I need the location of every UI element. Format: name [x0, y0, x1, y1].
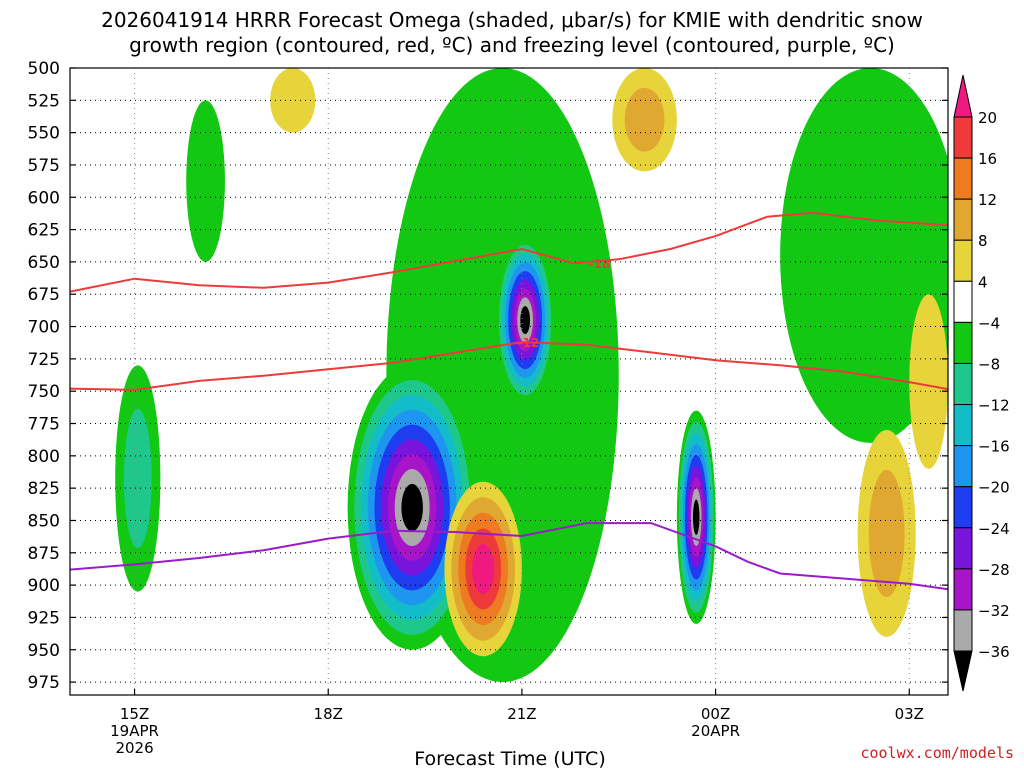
colorbar-label: 16 — [978, 150, 997, 168]
colorbar-label: −4 — [978, 314, 1000, 332]
x-tick-label: 18Z — [314, 705, 343, 723]
colorbar-label: −20 — [978, 479, 1010, 497]
omega-region-ascent-core-lower-left-8 — [401, 483, 423, 532]
colorbar-label: 12 — [978, 191, 997, 209]
contour-line-2 — [70, 522, 948, 591]
colorbar-top-cap — [953, 74, 973, 118]
colorbar-label: −8 — [978, 355, 1000, 373]
y-tick-label: 725 — [28, 350, 60, 370]
contour-label-1: -12 — [518, 336, 540, 350]
x-tick-label: 00Z — [701, 705, 730, 723]
omega-region-ascent-right-band-0 — [780, 68, 948, 443]
y-tick-label: 675 — [28, 285, 60, 305]
y-tick-label: 550 — [28, 124, 60, 144]
omega-region-ascent-core-lower-right-8 — [692, 499, 700, 536]
x-axis-label: Forecast Time (UTC) — [414, 748, 605, 768]
y-tick-label: 975 — [28, 673, 60, 693]
colorbar-bin — [953, 157, 973, 200]
y-tick-label: 625 — [28, 221, 60, 241]
y-tick-label: 650 — [28, 253, 60, 273]
plot-frame — [69, 67, 949, 696]
omega-region-descent-core-low-4 — [472, 544, 495, 594]
y-tick-label: 600 — [28, 188, 60, 208]
colorbar-bin — [953, 568, 973, 611]
x-tick-label: 21Z — [507, 705, 536, 723]
colorbar-label: 4 — [978, 273, 988, 291]
y-tick-label: 700 — [28, 318, 60, 338]
axes: 500 525 550 575 600 625 650 675 700 725 750 775 800 8… — [28, 59, 948, 757]
colorbar-label: −28 — [978, 561, 1010, 579]
omega-region-descent-far-right-0 — [909, 294, 948, 469]
x-tick-sublabel: 2026 — [115, 739, 153, 757]
omega-region-ascent-left-upper-0 — [186, 100, 225, 262]
y-tick-label: 525 — [28, 91, 60, 111]
omega-region-descent-mid-right-1 — [868, 469, 905, 598]
colorbar-label: −32 — [978, 602, 1010, 620]
omega-region-descent-top-left-0 — [270, 68, 316, 133]
colorbar-bin — [953, 445, 973, 488]
colorbar-bin — [953, 486, 973, 529]
colorbar-bin — [953, 362, 973, 406]
y-tick-label: 950 — [28, 641, 60, 661]
colorbar-bin — [953, 198, 973, 241]
colorbar-bin — [953, 527, 973, 570]
page-title-line-2: growth region (contoured, red, ºC) and f… — [129, 33, 895, 57]
colorbar-label: −12 — [978, 397, 1010, 415]
x-tick-sublabel: 19APR — [110, 722, 159, 740]
y-tick-label: 900 — [28, 576, 60, 596]
omega-region-ascent-left-small-1 — [123, 408, 152, 549]
colorbar-label: 8 — [978, 232, 988, 250]
contour-line-0 — [70, 211, 948, 293]
y-tick-label: 775 — [28, 415, 60, 435]
y-tick-label: 800 — [28, 447, 60, 467]
x-tick-sublabel: 20APR — [691, 722, 740, 740]
colorbar-bin — [953, 404, 973, 447]
colorbar-bin — [953, 116, 973, 159]
colorbar-label: 20 — [978, 109, 997, 127]
colorbar-bin — [953, 239, 973, 282]
colorbar-bin — [953, 280, 973, 323]
omega-region-descent-top-center-1 — [624, 87, 665, 152]
contours: -18-120 — [70, 211, 948, 591]
contour-label-0: -18 — [589, 257, 611, 271]
x-tick-label: 15Z — [120, 705, 149, 723]
y-tick-label: 925 — [28, 608, 60, 628]
y-tick-label: 500 — [28, 59, 60, 79]
colorbar-bottom-cap — [953, 650, 973, 692]
y-tick-label: 850 — [28, 511, 60, 531]
colorbar-label: −36 — [978, 643, 1010, 661]
colorbar: 20 16 12 8 4 −4 −8 −12 −16 −20 −24 −28 −32 −36 — [953, 74, 1010, 692]
colorbar-label: −24 — [978, 520, 1010, 538]
y-tick-label: 875 — [28, 544, 60, 564]
x-tick-label: 03Z — [895, 705, 924, 723]
colorbar-label: −16 — [978, 438, 1010, 456]
colorbar-bin — [953, 321, 973, 364]
omega-region-ascent-core-upper-8 — [520, 306, 530, 335]
page-title-line-1: 2026041914 HRRR Forecast Omega (shaded, … — [101, 8, 923, 32]
credit-link[interactable]: coolwx.com/models — [860, 744, 1014, 762]
omega-shading — [115, 68, 948, 683]
y-tick-label: 750 — [28, 382, 60, 402]
contour-line-1 — [70, 341, 948, 391]
colorbar-bin — [953, 609, 973, 652]
y-tick-label: 575 — [28, 156, 60, 176]
y-tick-label: 825 — [28, 479, 60, 499]
